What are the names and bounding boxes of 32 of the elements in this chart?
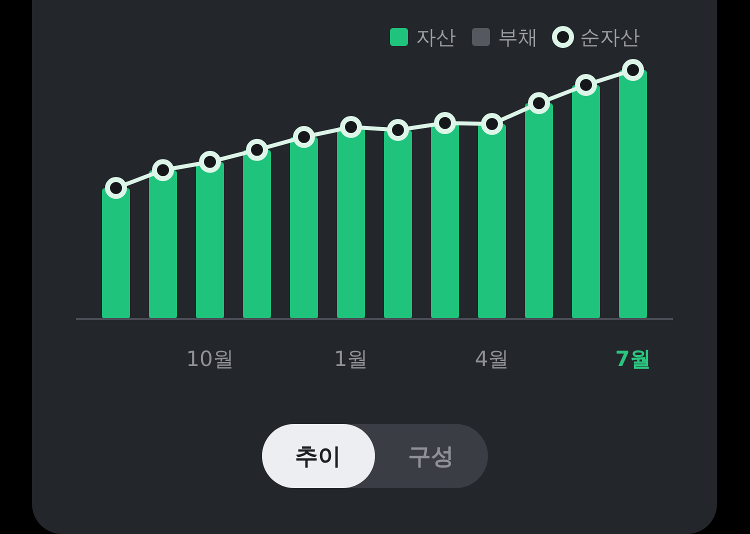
bar [384, 130, 412, 319]
point [434, 112, 456, 134]
point [340, 116, 362, 138]
bar [102, 188, 130, 319]
legend-label: 순자산 [580, 25, 640, 49]
x-tick-label: 7월 [615, 347, 651, 371]
bar [431, 123, 459, 319]
bar [619, 70, 647, 319]
point [528, 92, 550, 114]
x-tick-label: 1월 [334, 347, 368, 371]
bar [478, 124, 506, 319]
point [575, 74, 597, 96]
point [622, 59, 644, 81]
point [152, 159, 174, 182]
point [387, 119, 409, 142]
x-tick-label: 10월 [186, 347, 234, 371]
point [293, 126, 315, 148]
point [199, 150, 221, 173]
view-toggle: 추이 구성 [262, 424, 488, 488]
point [105, 177, 127, 200]
point [246, 138, 268, 161]
bar [290, 136, 318, 319]
bar [196, 162, 224, 319]
bar [337, 127, 365, 319]
legend-label: 부채 [498, 25, 538, 49]
bar [525, 103, 553, 319]
point [481, 113, 503, 136]
bar [149, 170, 177, 319]
x-tick-label: 4월 [474, 347, 510, 371]
legend-label: 자산 [416, 25, 456, 49]
bar [572, 84, 600, 319]
bar [243, 150, 271, 319]
